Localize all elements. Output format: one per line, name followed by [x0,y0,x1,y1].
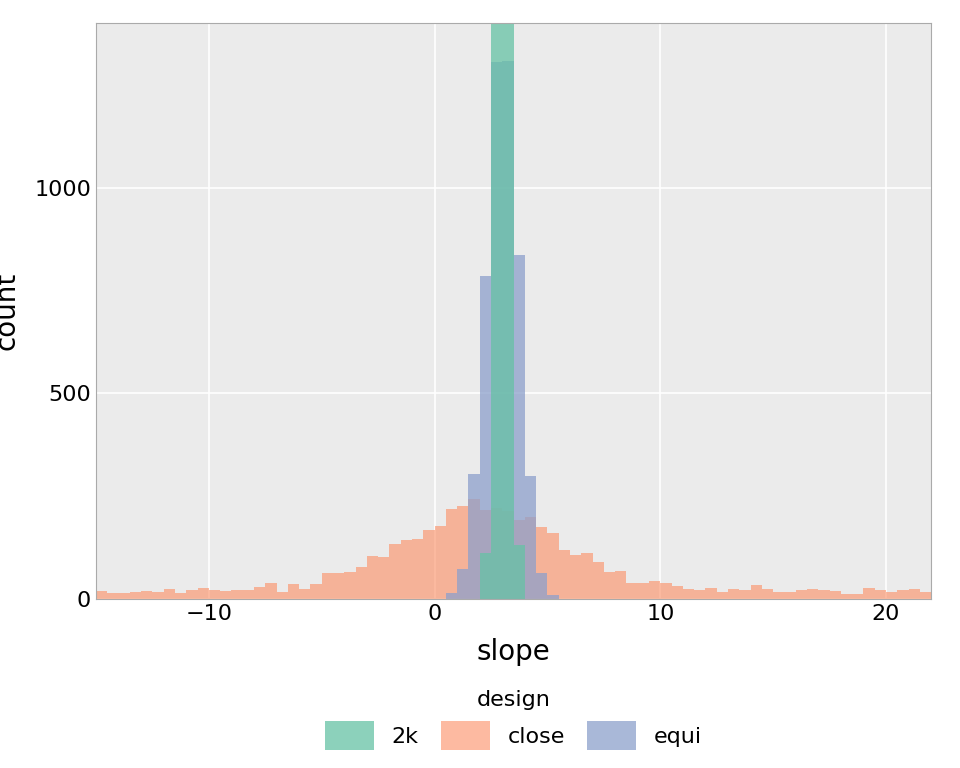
Bar [480,276,491,599]
Bar [863,588,875,599]
Bar [829,591,841,599]
Bar [457,505,468,599]
Bar [502,61,514,599]
Bar [445,508,457,599]
Bar [322,573,333,599]
Bar [615,571,627,599]
Bar [694,590,706,599]
Bar [141,591,153,599]
Bar [276,591,288,599]
Bar [300,589,310,599]
Y-axis label: count: count [0,272,20,350]
Bar [784,592,796,599]
Bar [739,591,751,599]
Bar [254,587,265,599]
Bar [130,591,141,599]
Bar [728,589,739,599]
Bar [491,0,502,599]
Bar [355,568,367,599]
Bar [96,591,108,599]
Bar [108,593,119,599]
Bar [491,61,502,599]
Bar [525,517,537,599]
Bar [220,591,231,599]
Bar [751,585,762,599]
Bar [153,592,164,599]
Bar [502,0,514,599]
Bar [231,590,243,599]
Bar [537,527,547,599]
Bar [468,499,480,599]
Bar [367,556,378,599]
Bar [807,589,818,599]
Bar [717,591,728,599]
Bar [480,552,491,599]
Bar [333,573,345,599]
Bar [525,475,537,599]
Bar [920,591,931,599]
Bar [649,581,660,599]
Bar [310,584,322,599]
Bar [435,526,445,599]
Bar [468,475,480,599]
Bar [886,592,898,599]
Bar [852,594,863,599]
Bar [841,594,852,599]
Bar [547,533,559,599]
Bar [186,590,198,599]
Bar [400,540,412,599]
Bar [514,545,525,599]
Bar [627,584,637,599]
Bar [480,510,491,599]
Bar [818,590,829,599]
Bar [773,592,784,599]
Bar [672,586,683,599]
Bar [265,583,276,599]
Bar [243,590,254,599]
Bar [423,529,435,599]
Bar [683,589,694,599]
Bar [604,572,615,599]
Bar [119,594,130,599]
Bar [502,511,514,599]
Bar [164,589,175,599]
Bar [582,553,592,599]
Bar [537,573,547,599]
Bar [547,594,559,599]
Bar [445,594,457,599]
Bar [198,588,209,599]
Bar [660,584,672,599]
Bar [209,590,220,599]
Legend: 2k, close, equi: 2k, close, equi [314,679,713,761]
Bar [592,561,604,599]
Bar [570,555,582,599]
Bar [457,568,468,599]
Bar [491,508,502,599]
Bar [514,520,525,599]
X-axis label: slope: slope [477,637,550,666]
Bar [390,545,400,599]
Bar [559,550,570,599]
Bar [412,539,423,599]
Bar [706,588,717,599]
Bar [288,584,300,599]
Bar [908,589,920,599]
Bar [514,256,525,599]
Bar [898,591,908,599]
Bar [637,583,649,599]
Bar [345,572,355,599]
Bar [175,594,186,599]
Bar [378,557,390,599]
Bar [762,589,773,599]
Bar [796,591,807,599]
Bar [875,590,886,599]
